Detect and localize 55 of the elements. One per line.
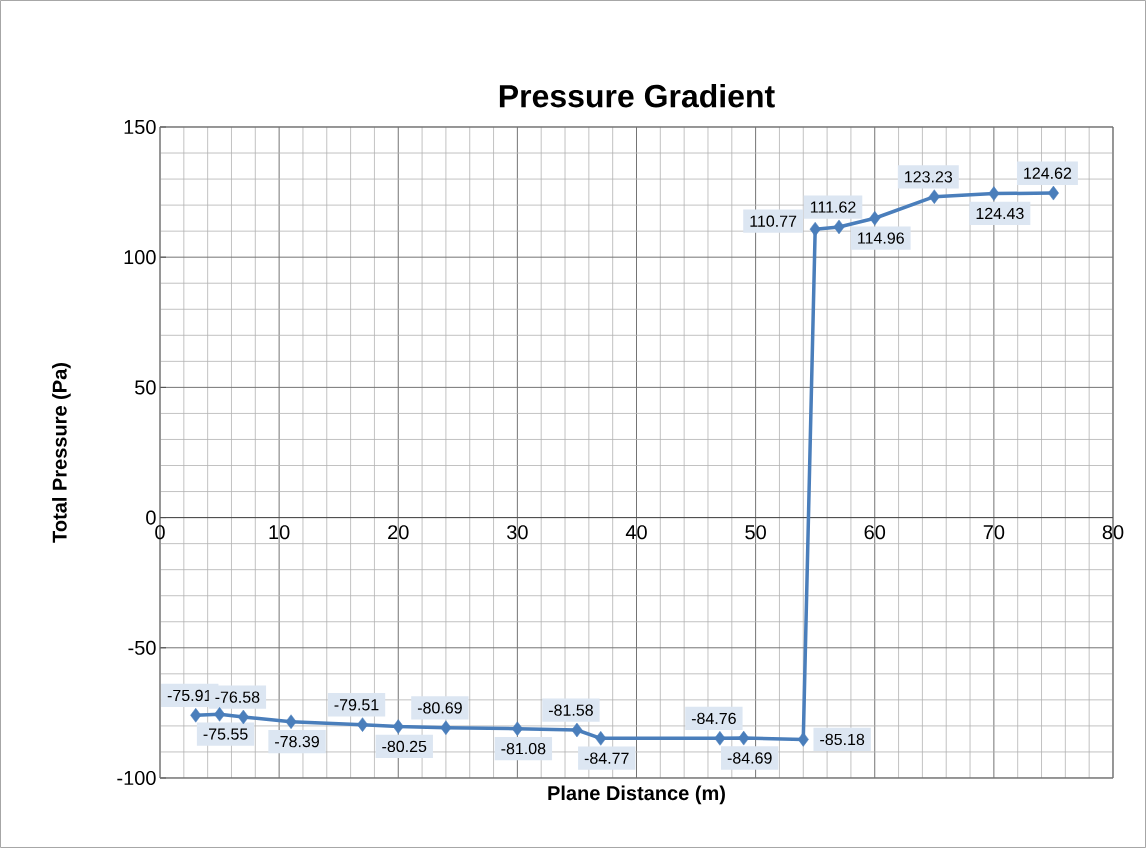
data-label: -80.69 — [417, 702, 462, 714]
data-label: 124.62 — [1024, 167, 1072, 179]
y-tick-label: 50 — [135, 380, 156, 395]
data-label: -75.91 — [167, 689, 212, 702]
y-axis-title: Total Pressure (Pa) — [52, 363, 71, 543]
data-label: -84.77 — [584, 752, 629, 764]
data-label: -81.08 — [501, 742, 546, 755]
point — [797, 732, 809, 747]
y-tick-label: -50 — [128, 640, 156, 655]
point — [738, 730, 750, 746]
point — [869, 210, 881, 226]
data-label: 114.96 — [858, 232, 904, 244]
point — [571, 722, 583, 738]
data-label: -81.58 — [548, 704, 593, 716]
point — [595, 731, 607, 746]
y-tick-label: 0 — [146, 510, 156, 525]
point — [190, 708, 202, 723]
x-tick-label: 30 — [507, 525, 528, 540]
x-tick-label: 60 — [864, 525, 886, 540]
x-tick-label: 70 — [983, 525, 1005, 540]
data-label: -75.55 — [203, 728, 248, 740]
y-tick-label: 100 — [124, 250, 156, 265]
point — [214, 707, 226, 722]
point — [833, 219, 845, 235]
data-label: -80.25 — [382, 740, 427, 753]
point — [988, 186, 1000, 201]
point — [357, 717, 369, 732]
point — [237, 709, 249, 725]
data-label: 124.43 — [976, 207, 1024, 220]
data-label: -78.39 — [275, 735, 319, 748]
data-label: -76.58 — [215, 691, 260, 703]
point — [440, 720, 452, 735]
x-tick-label: 20 — [388, 525, 409, 540]
point — [392, 719, 404, 734]
data-label: 123.23 — [905, 171, 953, 183]
point — [809, 221, 821, 237]
data-label: -85.18 — [820, 733, 865, 746]
x-axis-title: Plane Distance (m) — [548, 785, 725, 805]
y-tick-label: 150 — [124, 119, 156, 135]
y-tick-label: -100 — [117, 770, 156, 786]
point — [511, 721, 523, 736]
point — [1047, 185, 1059, 201]
point — [714, 731, 726, 746]
point — [928, 189, 940, 204]
x-tick-label: 80 — [1102, 525, 1124, 540]
point — [285, 714, 297, 729]
x-tick-label: 10 — [269, 525, 290, 540]
data-label: -79.51 — [334, 699, 379, 711]
data-label: -84.76 — [691, 712, 736, 725]
x-tick-label: 40 — [625, 525, 647, 540]
chart-title: Pressure Gradient — [499, 83, 775, 108]
data-label: 111.62 — [810, 201, 856, 213]
data-label: 110.77 — [750, 215, 797, 227]
data-label: -84.69 — [727, 752, 772, 764]
x-tick-label: 50 — [745, 525, 766, 540]
